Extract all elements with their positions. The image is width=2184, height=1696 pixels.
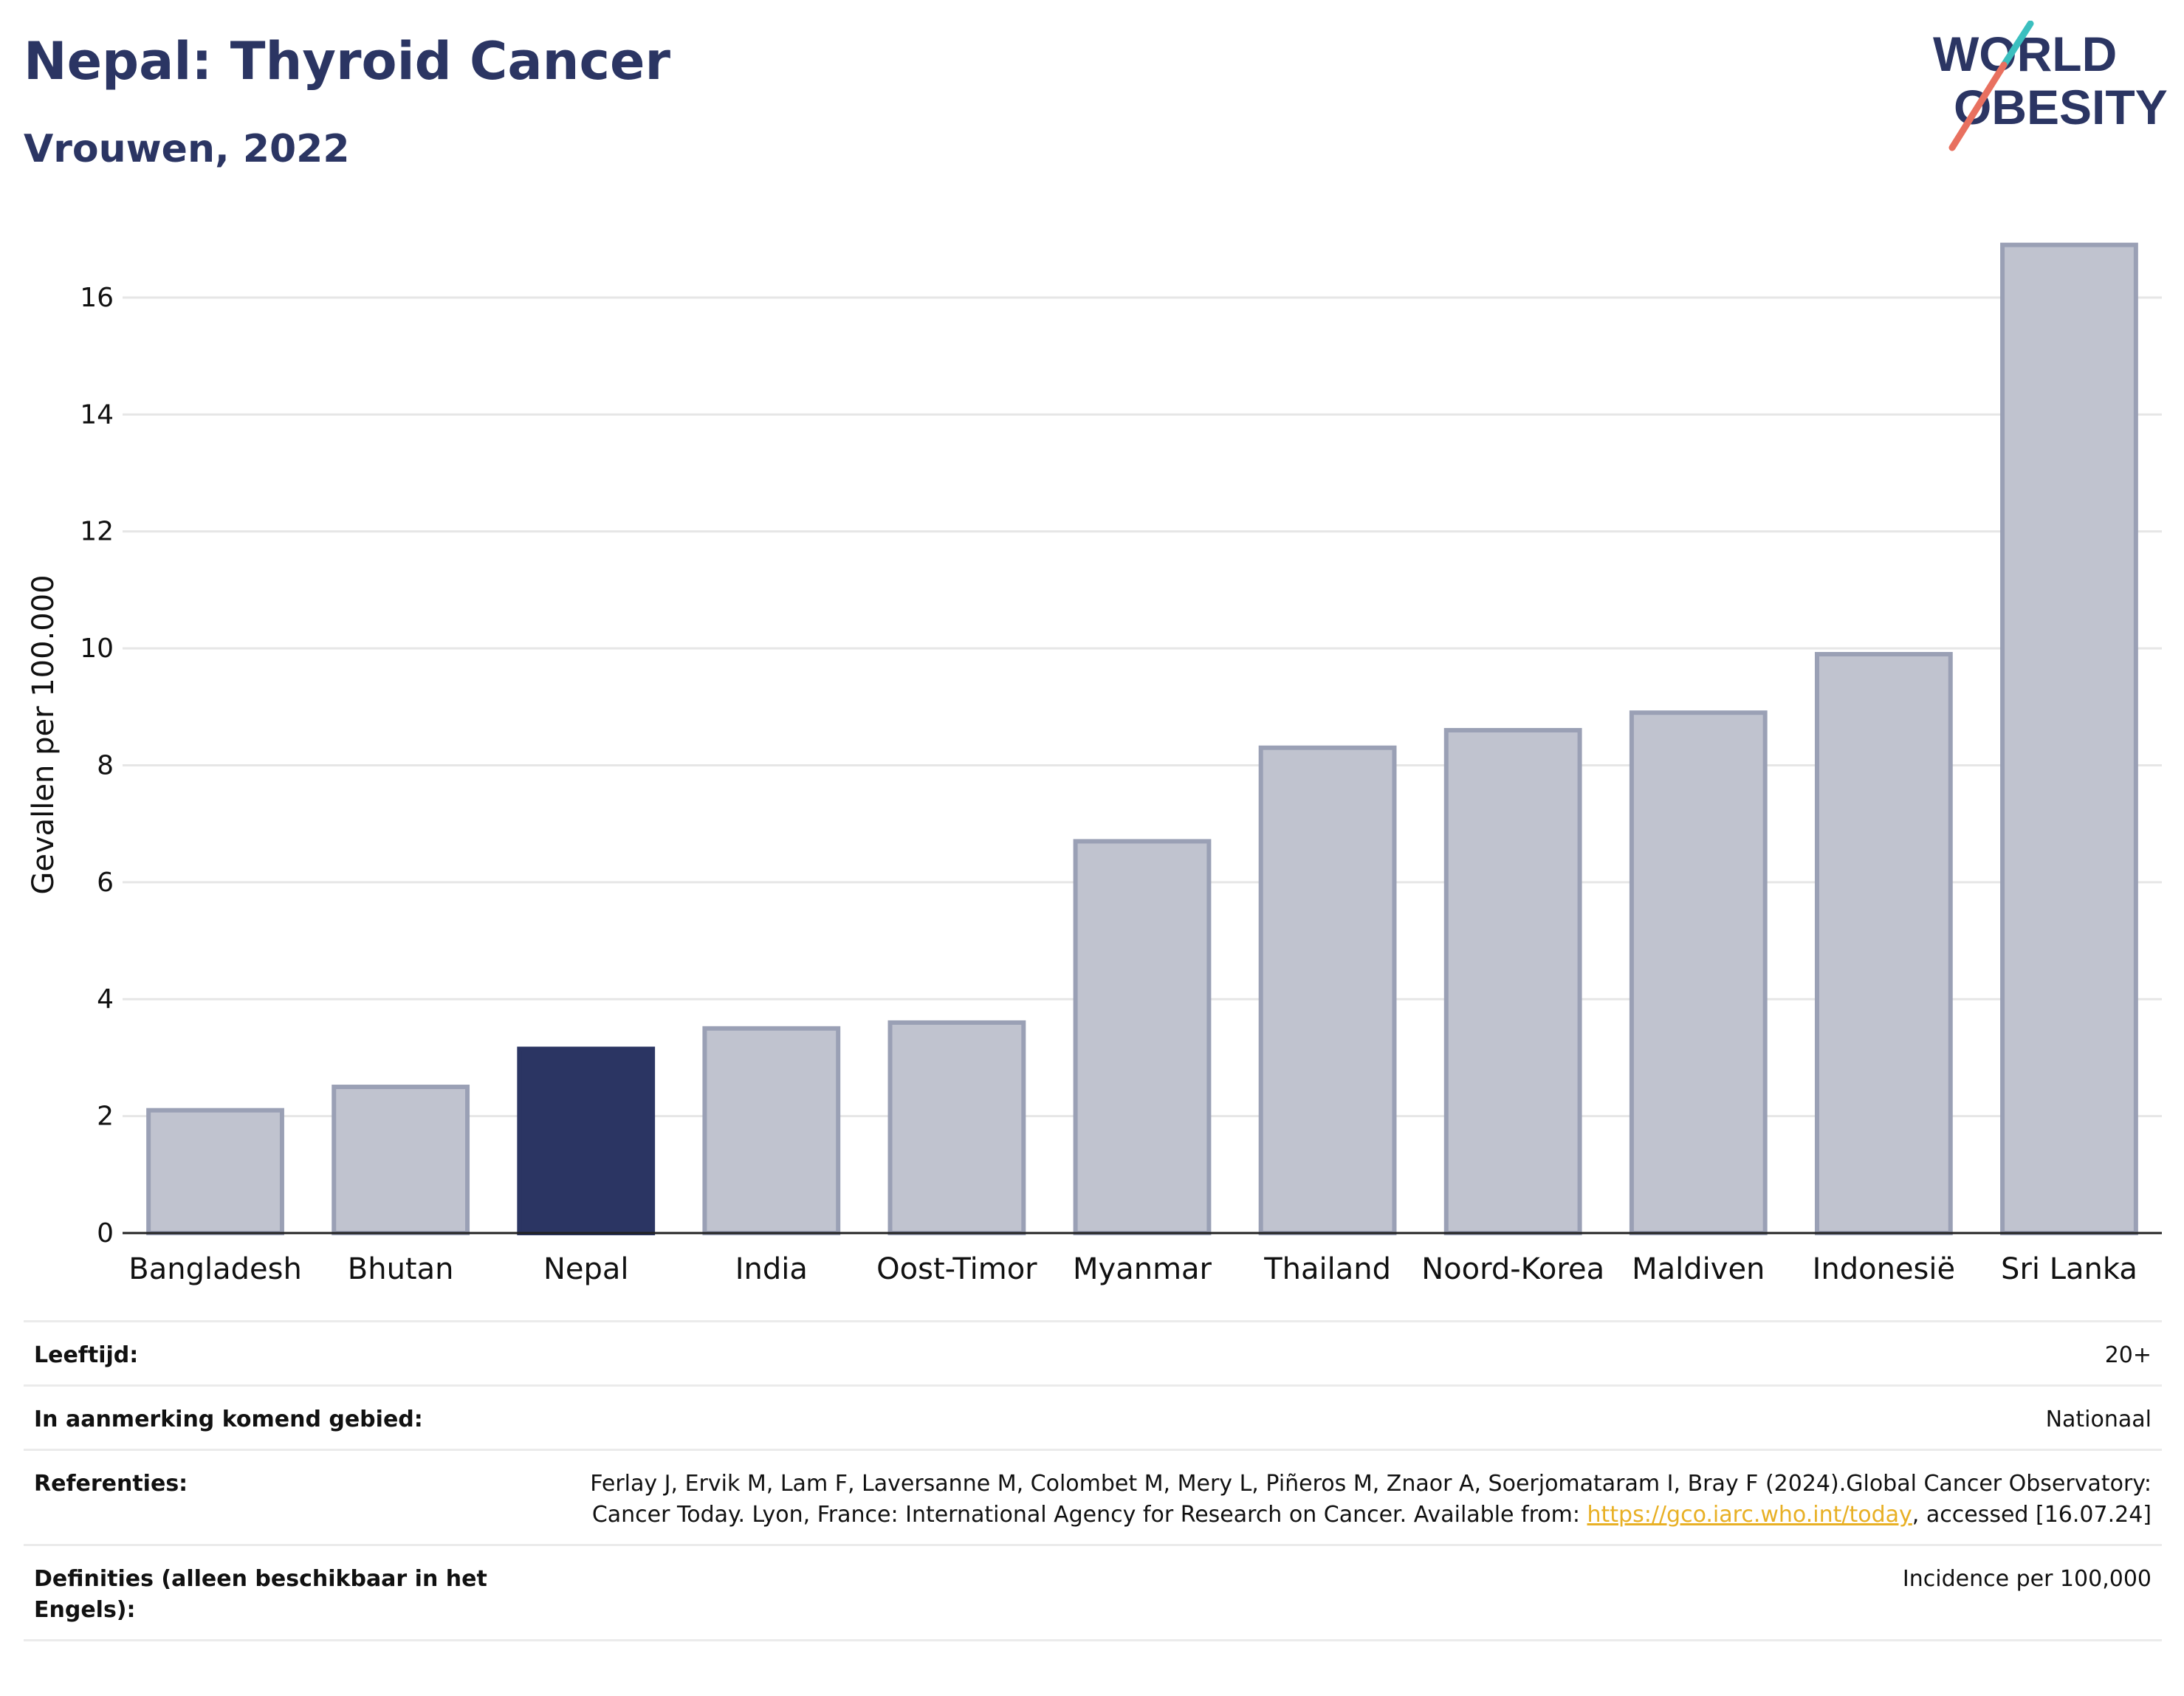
x-tick-label: Maldiven bbox=[1632, 1252, 1765, 1286]
meta-label: In aanmerking komend gebied: bbox=[34, 1407, 423, 1432]
logo-slash-coral bbox=[1948, 61, 2008, 151]
x-tick-label: Oost-Timor bbox=[876, 1252, 1037, 1286]
page-subtitle: Vrouwen, 2022 bbox=[24, 127, 350, 171]
y-tick-label: 10 bbox=[80, 634, 114, 664]
meta-row-age: Leeftijd: 20+ bbox=[24, 1320, 2162, 1384]
y-tick-label: 0 bbox=[97, 1218, 114, 1249]
reference-link[interactable]: https://gco.iarc.who.int/today bbox=[1587, 1502, 1912, 1528]
y-tick-label: 2 bbox=[97, 1102, 114, 1132]
logo-slash-teal bbox=[2000, 21, 2034, 69]
x-tick-label: Sri Lanka bbox=[2001, 1252, 2137, 1286]
x-tick-label: Myanmar bbox=[1073, 1252, 1212, 1286]
bar-oost-timor bbox=[887, 1020, 1026, 1236]
reference-text: Ferlay J, Ervik M, Lam F, Laversanne M, … bbox=[590, 1471, 2152, 1528]
meta-row-area: In aanmerking komend gebied: Nationaal bbox=[24, 1384, 2162, 1449]
world-obesity-logo: WORLD OBESITY bbox=[1933, 21, 2168, 151]
bar-myanmar bbox=[1073, 839, 1212, 1236]
x-tick-label: Indonesië bbox=[1813, 1252, 1956, 1286]
meta-label: Definities (alleen beschikbaar in het En… bbox=[34, 1566, 487, 1623]
page-title: Nepal: Thyroid Cancer bbox=[24, 31, 670, 92]
x-tick-label: Nepal bbox=[543, 1252, 629, 1286]
bar-chart: 0 2 4 6 8 10 12 14 16 Gevallen per 100.000 Banglad… bbox=[27, 242, 2162, 1286]
bar-nepal bbox=[517, 1046, 656, 1235]
x-tick-label: Bhutan bbox=[348, 1252, 454, 1286]
y-tick-label: 6 bbox=[97, 868, 114, 898]
y-axis-label: Gevallen per 100.000 bbox=[27, 574, 61, 894]
reference-text-end: , accessed [16.07.24] bbox=[1912, 1502, 2152, 1528]
x-tick-label: Noord-Korea bbox=[1421, 1252, 1604, 1286]
meta-label: Leeftijd: bbox=[34, 1342, 139, 1368]
x-tick-label: India bbox=[735, 1252, 808, 1286]
bar-indonesi- bbox=[1814, 652, 1953, 1235]
y-tick-label: 4 bbox=[97, 984, 114, 1014]
y-tick-label: 12 bbox=[80, 517, 114, 547]
meta-value: Ferlay J, Ervik M, Lam F, Laversanne M, … bbox=[506, 1469, 2152, 1531]
bar-bangladesh bbox=[146, 1108, 284, 1236]
bar-noord-korea bbox=[1443, 727, 1582, 1235]
bar-maldiven bbox=[1629, 710, 1768, 1235]
metadata-table: Leeftijd: 20+ In aanmerking komend gebie… bbox=[24, 1320, 2162, 1641]
meta-label: Referenties: bbox=[34, 1471, 188, 1497]
bar-india bbox=[702, 1026, 841, 1236]
bar-bhutan bbox=[332, 1085, 470, 1235]
bar-sri-lanka bbox=[2000, 242, 2138, 1236]
bar-thailand bbox=[1258, 745, 1397, 1235]
meta-value: Nationaal bbox=[2045, 1407, 2152, 1432]
meta-row-definitions: Definities (alleen beschikbaar in het En… bbox=[24, 1544, 2162, 1641]
meta-value: 20+ bbox=[2104, 1342, 2152, 1368]
meta-value: Incidence per 100,000 bbox=[1902, 1566, 2152, 1592]
meta-row-references: Referenties: Ferlay J, Ervik M, Lam F, L… bbox=[24, 1449, 2162, 1544]
x-tick-label: Thailand bbox=[1263, 1252, 1391, 1286]
y-tick-label: 14 bbox=[80, 399, 114, 430]
y-tick-label: 8 bbox=[97, 750, 114, 780]
y-tick-label: 16 bbox=[80, 283, 114, 313]
x-tick-label: Bangladesh bbox=[128, 1252, 302, 1286]
